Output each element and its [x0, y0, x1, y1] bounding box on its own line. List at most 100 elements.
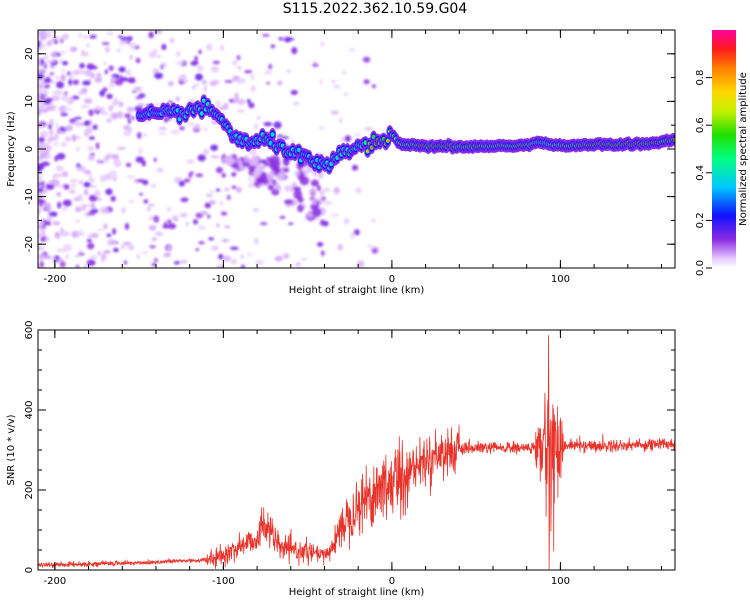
noise-blob: [178, 180, 185, 187]
tail-blob: [318, 172, 324, 179]
noise-blob: [263, 70, 273, 75]
y-tick-label: 10: [24, 95, 35, 108]
noise-blob: [62, 60, 68, 66]
noise-blob: [83, 181, 91, 188]
noise-blob: [69, 46, 78, 53]
noise-blob: [97, 251, 102, 256]
noise-blob: [38, 187, 45, 193]
noise-blob: [371, 84, 376, 89]
noise-blob: [141, 160, 146, 167]
noise-blob: [46, 215, 53, 222]
noise-blob: [105, 188, 113, 196]
noise-blob: [183, 178, 191, 183]
noise-blob: [56, 248, 65, 252]
y-axis-label: Frequency (Hz): [6, 111, 17, 187]
tail-blob: [275, 182, 280, 189]
noise-blob: [244, 70, 253, 74]
noise-blob: [75, 219, 80, 223]
noise-blob: [38, 83, 44, 89]
noise-blob: [56, 81, 65, 89]
noise-blob: [222, 212, 228, 216]
noise-blob: [157, 55, 161, 58]
noise-blob: [154, 72, 163, 79]
y-tick-label: 400: [24, 400, 35, 419]
y-tick-label: 200: [24, 480, 35, 499]
noise-blob: [136, 253, 140, 260]
noise-blob: [38, 78, 44, 86]
noise-blob: [120, 36, 129, 41]
x-axis-label: Height of straight line (km): [289, 587, 425, 598]
noise-blob: [197, 154, 206, 162]
noise-blob: [83, 169, 92, 175]
tail-blob: [297, 204, 304, 213]
noise-blob: [47, 206, 51, 213]
noise-blob: [300, 257, 308, 261]
noise-blob: [96, 197, 103, 201]
noise-blob: [92, 124, 98, 130]
colorbar-tick-label: 0.0: [695, 260, 706, 276]
noise-blob: [198, 240, 205, 245]
noise-blob: [68, 78, 73, 86]
noise-blob: [155, 231, 164, 237]
noise-blob: [102, 87, 108, 92]
noise-blob: [103, 60, 107, 66]
noise-blob: [61, 69, 66, 72]
noise-blob: [186, 159, 195, 164]
noise-blob: [74, 255, 80, 258]
noise-blob: [235, 186, 242, 193]
noise-blob: [94, 190, 101, 198]
noise-blob: [54, 231, 60, 239]
tail-blob: [310, 187, 317, 195]
noise-blob: [83, 121, 91, 127]
tail-blob: [311, 196, 318, 206]
noise-blob: [46, 105, 55, 111]
noise-blob: [43, 84, 51, 89]
noise-blob: [215, 166, 224, 174]
noise-blob: [85, 43, 91, 48]
noise-blob: [110, 76, 115, 81]
noise-blob: [221, 238, 230, 243]
noise-blob: [232, 60, 238, 66]
noise-blob: [69, 189, 76, 194]
y-tick-label: -20: [24, 236, 35, 252]
noise-blob: [318, 126, 325, 130]
noise-blob: [350, 231, 355, 240]
noise-blob: [57, 201, 62, 209]
noise-blob: [70, 183, 76, 189]
noise-blob: [112, 112, 118, 120]
noise-blob: [311, 63, 319, 68]
noise-blob: [285, 37, 295, 41]
noise-blob: [61, 105, 65, 109]
noise-blob: [38, 199, 43, 208]
noise-blob: [149, 245, 156, 249]
noise-blob: [176, 51, 181, 58]
noise-blob: [146, 206, 151, 212]
noise-blob: [277, 80, 283, 86]
noise-blob: [167, 100, 173, 104]
noise-blob: [148, 203, 155, 207]
noise-blob: [41, 108, 49, 113]
tail-blob: [310, 204, 317, 210]
noise-blob: [42, 87, 49, 94]
noise-blob: [49, 119, 53, 126]
noise-blob: [78, 32, 83, 39]
noise-blob: [168, 223, 177, 230]
noise-blob: [233, 96, 241, 104]
noise-blob: [223, 187, 230, 192]
noise-blob: [95, 105, 101, 111]
tail-blob: [244, 155, 250, 163]
noise-blob: [259, 221, 268, 226]
noise-blob: [266, 81, 270, 85]
spectrogram-field: [38, 30, 675, 268]
noise-blob: [268, 63, 273, 70]
noise-blob: [38, 136, 45, 143]
tail-blob: [272, 159, 281, 169]
noise-blob: [106, 233, 112, 238]
noise-blob: [87, 146, 95, 152]
x-tick-label: -200: [44, 576, 67, 587]
noise-blob: [247, 176, 252, 183]
noise-blob: [38, 246, 42, 251]
noise-blob: [370, 218, 376, 223]
noise-blob: [161, 43, 167, 51]
tail-blob: [251, 155, 260, 163]
